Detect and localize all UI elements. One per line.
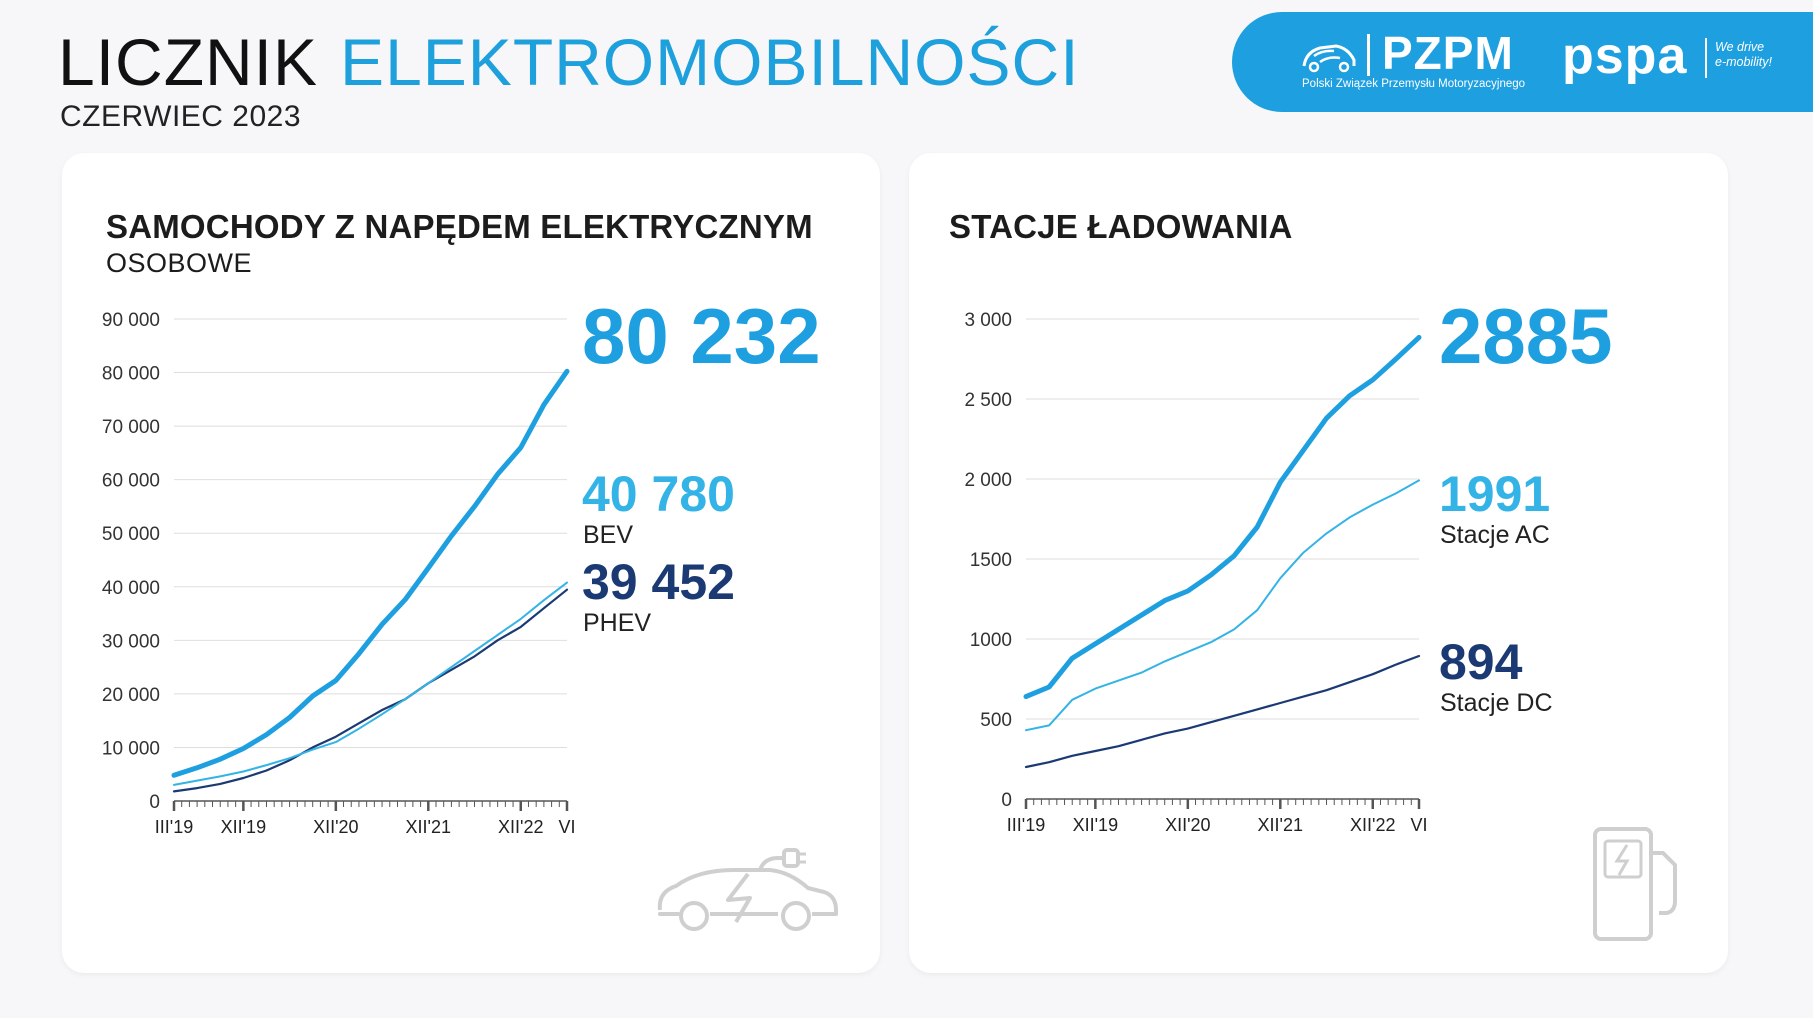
report-date: CZERWIEC 2023 xyxy=(60,100,302,133)
x-tick-label: XII'22 xyxy=(1350,815,1395,835)
ac-label: Stacje AC xyxy=(1440,521,1550,549)
y-tick-label: 3 000 xyxy=(964,310,1012,331)
x-tick-label: XII'21 xyxy=(406,817,451,837)
pspa-separator xyxy=(1705,38,1707,78)
bev-label: BEV xyxy=(583,521,634,549)
x-tick-label: XII'22 xyxy=(498,817,543,837)
x-tick-label: XII'19 xyxy=(1073,815,1118,835)
series-line-2 xyxy=(172,588,569,793)
y-tick-label: 20 000 xyxy=(102,685,160,706)
dc-value: 894 xyxy=(1439,634,1523,690)
stations-line-chart: 0 500 1000 1500 2 000 2 500 3 000 III'19 XII'19 X… xyxy=(964,310,1427,835)
series-line-1 xyxy=(173,581,568,786)
x-tick-label: XII'20 xyxy=(1165,815,1210,835)
x-tick-label: III'19 xyxy=(1007,815,1045,835)
y-tick-label: 70 000 xyxy=(102,417,160,438)
cars-panel-title: SAMOCHODY Z NAPĘDEM ELEKTRYCZNYM xyxy=(106,208,813,245)
x-tick-label: XII'20 xyxy=(313,817,358,837)
logo-band: PZPM Polski Związek Przemysłu Motoryzacy… xyxy=(1232,12,1813,112)
pzpm-car-logo-icon xyxy=(1302,44,1356,73)
title-part-2: ELEKTROMOBILNOŚCI xyxy=(340,25,1080,99)
pzpm-logo-text: PZPM xyxy=(1382,27,1514,79)
pspa-tagline: We drive e-mobility! xyxy=(1715,40,1785,70)
y-tick-label: 80 000 xyxy=(102,364,160,385)
y-tick-label: 2 500 xyxy=(964,390,1012,411)
y-tick-label: 1500 xyxy=(970,550,1012,571)
series-line-2 xyxy=(1024,654,1421,769)
stations-panel: STACJE ŁADOWANIA 0 500 1000 1500 2 000 2 500 3… xyxy=(909,153,1728,973)
cars-total-value: 80 232 xyxy=(582,292,821,380)
series-line-1 xyxy=(1025,479,1420,732)
phev-value: 39 452 xyxy=(582,554,735,610)
y-tick-label: 0 xyxy=(149,792,160,813)
dc-label: Stacje DC xyxy=(1440,689,1553,717)
charging-station-icon xyxy=(1593,827,1677,941)
x-tick-label: VI xyxy=(558,817,575,837)
pspa-tagline-line-2: e-mobility! xyxy=(1715,55,1772,69)
cars-panel: SAMOCHODY Z NAPĘDEM ELEKTRYCZNYM OSOBOWE… xyxy=(62,153,880,973)
y-tick-label: 2 000 xyxy=(964,470,1012,491)
y-tick-label: 60 000 xyxy=(102,471,160,492)
y-tick-label: 1000 xyxy=(970,630,1012,651)
x-tick-label: III'19 xyxy=(155,817,193,837)
x-tick-label: XII'21 xyxy=(1258,815,1303,835)
x-tick-label: XII'19 xyxy=(221,817,266,837)
series-line-0 xyxy=(171,368,570,778)
y-tick-label: 0 xyxy=(1001,790,1012,811)
page-title: LICZNIK ELEKTROMOBILNOŚCI xyxy=(58,24,1080,100)
y-tick-label: 40 000 xyxy=(102,578,160,599)
pzpm-separator xyxy=(1367,34,1370,76)
pspa-logo-text: pspa xyxy=(1562,27,1688,85)
stations-total-value: 2885 xyxy=(1439,292,1613,380)
series-line-0 xyxy=(1023,334,1422,700)
title-part-1: LICZNIK xyxy=(58,25,319,99)
cars-line-chart: 0 10 000 20 000 30 000 40 000 50 000 60 000 70 … xyxy=(102,310,576,837)
y-tick-label: 90 000 xyxy=(102,310,160,331)
ac-value: 1991 xyxy=(1439,466,1551,522)
cars-panel-subtitle: OSOBOWE xyxy=(106,248,253,278)
electric-car-icon xyxy=(657,848,838,931)
phev-label: PHEV xyxy=(583,609,652,637)
bev-value: 40 780 xyxy=(582,466,735,522)
pzpm-full-name: Polski Związek Przemysłu Motoryzacyjnego xyxy=(1302,78,1526,90)
y-tick-label: 10 000 xyxy=(102,738,160,759)
stations-panel-title: STACJE ŁADOWANIA xyxy=(949,208,1293,245)
pspa-tagline-line-1: We drive xyxy=(1715,40,1765,54)
y-tick-label: 50 000 xyxy=(102,524,160,545)
y-tick-label: 30 000 xyxy=(102,631,160,652)
y-tick-label: 500 xyxy=(980,710,1012,731)
x-tick-label: VI xyxy=(1410,815,1427,835)
